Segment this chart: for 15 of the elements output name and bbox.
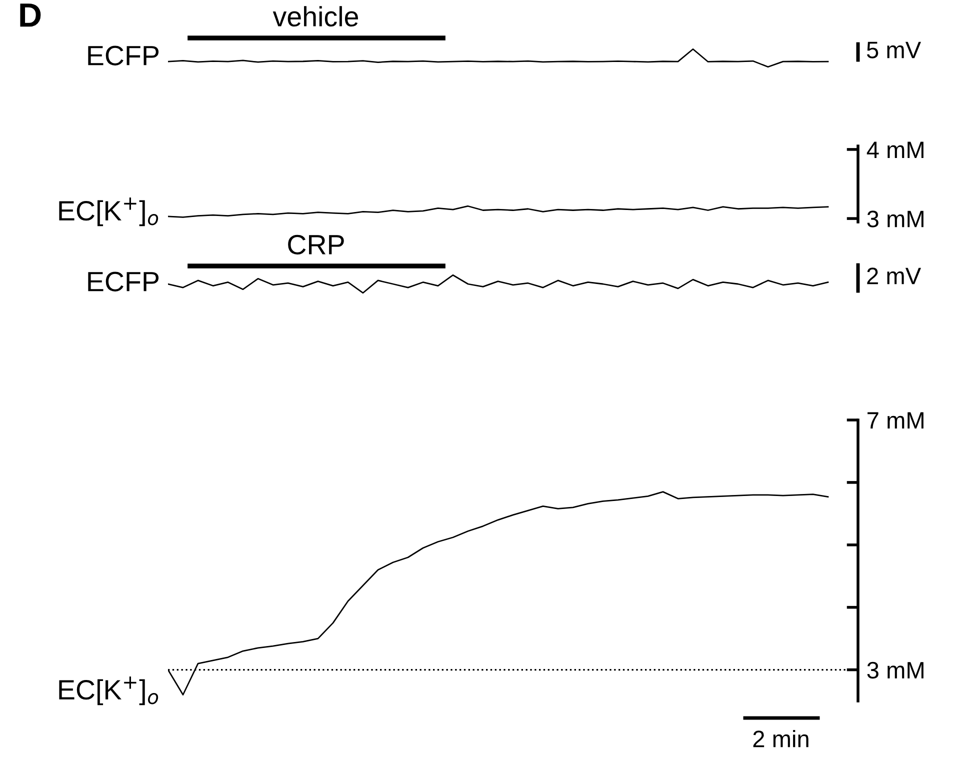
y-axis-title: ECFP <box>88 46 159 66</box>
y-tick-label: 7 mM <box>868 412 924 429</box>
y-tick-label: 3 mM <box>867 662 924 679</box>
line-series <box>168 205 829 218</box>
y-axis-title: EC[K$^{+}$]$_{o}$ <box>59 676 158 706</box>
text: CRP <box>288 234 344 255</box>
y-axis-title: EC[K$^{+}$]$_{o}$ <box>59 198 158 226</box>
chart-title: D <box>20 4 41 27</box>
y-axis-title: ECFP <box>88 272 159 292</box>
y-tick-label: 4 mM <box>866 142 924 158</box>
text: 2 mV <box>867 268 922 284</box>
text: 2 min <box>753 730 808 748</box>
y-tick-label: 3 mM <box>867 210 924 228</box>
text: vehicle <box>272 6 358 27</box>
text: 5 mV <box>866 42 922 58</box>
